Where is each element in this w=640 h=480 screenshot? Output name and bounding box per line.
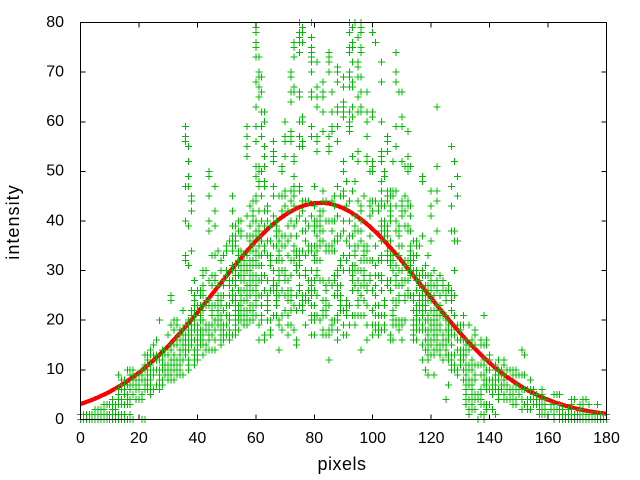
svg-text:120: 120 [418, 430, 445, 447]
svg-text:20: 20 [130, 430, 148, 447]
svg-text:60: 60 [46, 113, 64, 130]
svg-text:160: 160 [535, 430, 562, 447]
svg-text:50: 50 [46, 163, 64, 180]
svg-text:0: 0 [76, 430, 85, 447]
svg-text:20: 20 [46, 312, 64, 329]
svg-text:0: 0 [55, 411, 64, 428]
svg-text:10: 10 [46, 361, 64, 378]
svg-text:80: 80 [46, 14, 64, 31]
svg-text:100: 100 [359, 430, 386, 447]
svg-text:40: 40 [189, 430, 207, 447]
svg-text:pixels: pixels [317, 454, 366, 474]
svg-text:80: 80 [305, 430, 323, 447]
svg-text:60: 60 [247, 430, 265, 447]
svg-text:40: 40 [46, 212, 64, 229]
svg-text:180: 180 [593, 430, 620, 447]
svg-text:30: 30 [46, 262, 64, 279]
svg-text:140: 140 [476, 430, 503, 447]
svg-text:intensity: intensity [3, 184, 23, 259]
svg-text:70: 70 [46, 63, 64, 80]
